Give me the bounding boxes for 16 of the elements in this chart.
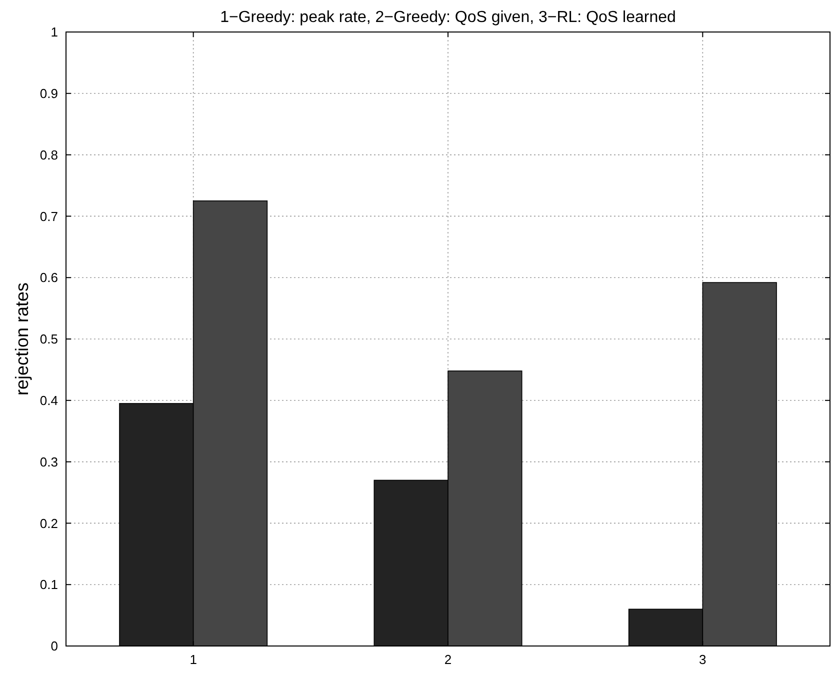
y-tick-label: 0.3 xyxy=(40,454,58,470)
y-tick-label: 0.4 xyxy=(40,392,58,408)
chart-title: 1−Greedy: peak rate, 2−Greedy: QoS given, 3−RL: QoS learned xyxy=(220,9,676,26)
y-tick-label: 0.6 xyxy=(40,270,58,286)
y-tick-label: 0.9 xyxy=(40,86,58,101)
y-tick-label: 0.1 xyxy=(40,577,58,592)
y-axis-title: rejection rates xyxy=(12,282,32,396)
y-tick-label: 0 xyxy=(50,638,58,654)
x-tick-label: 3 xyxy=(699,652,706,667)
y-tick-label: 0.7 xyxy=(40,208,58,224)
y-tick-label: 0.5 xyxy=(40,332,58,347)
y-tick-label: 1 xyxy=(50,24,58,40)
x-tick-label: 2 xyxy=(444,652,452,667)
y-tick-label: 0.8 xyxy=(40,147,58,162)
x-tick-label: 1 xyxy=(190,652,197,667)
y-tick-label: 0.2 xyxy=(40,516,58,531)
